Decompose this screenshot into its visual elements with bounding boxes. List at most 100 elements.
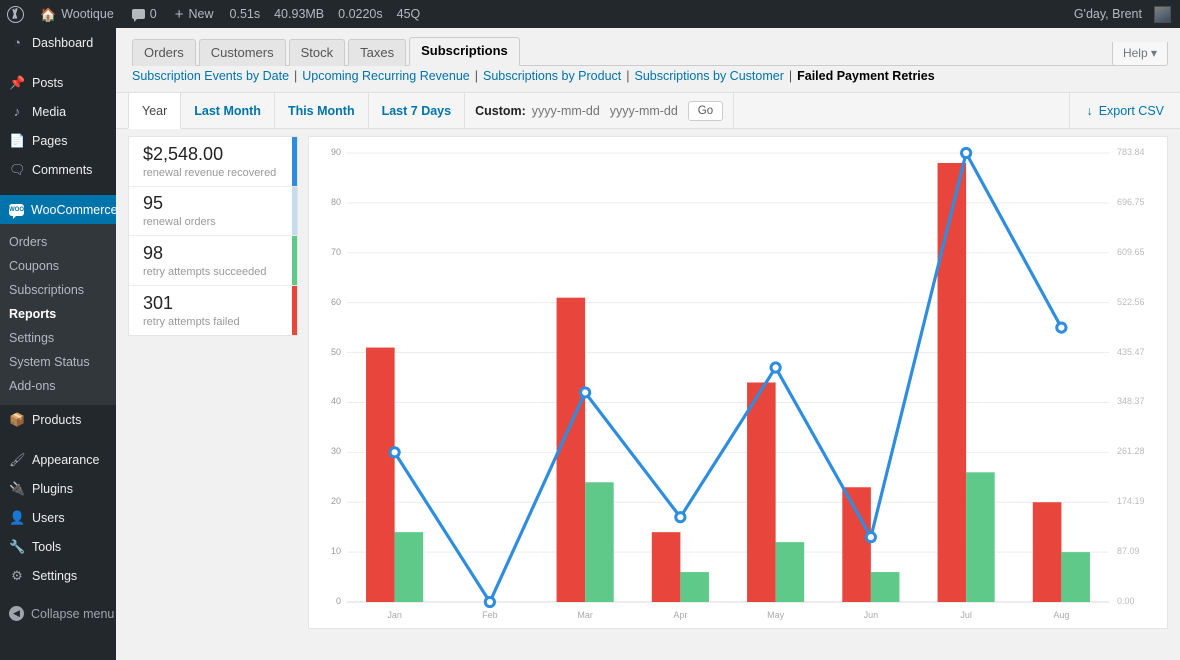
chart-line-point[interactable]	[674, 511, 687, 524]
submenu-item-subscriptions[interactable]: Subscriptions	[9, 283, 85, 297]
chart-line-point[interactable]	[388, 446, 401, 459]
export-csv-button[interactable]: ↓ Export CSV	[1069, 93, 1180, 128]
submenu-item-coupons[interactable]: Coupons	[9, 259, 60, 273]
sidebar-label-products: Products	[32, 412, 82, 427]
chart-bar[interactable]	[842, 487, 871, 602]
submenu-item-system-status[interactable]: System Status	[9, 355, 90, 369]
subnav-separator-4: |	[788, 69, 793, 83]
chart-bar[interactable]	[680, 572, 709, 602]
tab-customers[interactable]: Customers	[198, 39, 286, 66]
submenu-item-orders[interactable]: Orders	[9, 235, 48, 249]
tab-stock[interactable]: Stock	[288, 39, 346, 66]
stat-card-renewal-orders[interactable]: 95 renewal orders	[129, 186, 297, 236]
stat-card-retries-failed[interactable]: 301 retry attempts failed	[129, 285, 297, 335]
chart-line-point[interactable]	[1055, 321, 1068, 334]
report-body: $2,548.00 renewal revenue recovered 95 r…	[116, 129, 1180, 660]
comments-count: 0	[149, 7, 157, 21]
collapse-menu-button[interactable]: ◀ Collapse menu	[0, 599, 116, 628]
tab-taxes[interactable]: Taxes	[348, 39, 407, 66]
chart-bar[interactable]	[394, 532, 424, 602]
sidebar-label-dashboard: Dashboard	[32, 35, 94, 50]
y-axis-tick-label: 70	[330, 246, 341, 257]
chart-bar[interactable]	[966, 472, 995, 602]
chart-bar[interactable]	[747, 382, 776, 602]
chart-line-point[interactable]	[864, 531, 877, 544]
stat-card-retries-succeeded[interactable]: 98 retry attempts succeeded	[129, 236, 297, 286]
sidebar-item-appearance[interactable]: 🖌 Appearance	[0, 445, 116, 474]
chart-bar[interactable]	[651, 532, 681, 602]
sidebar-item-dashboard[interactable]: ◔ Dashboard	[0, 28, 116, 57]
sidebar-label-appearance: Appearance	[32, 452, 100, 467]
x-axis-tick-label: Apr	[673, 610, 688, 620]
sidebar-item-media[interactable]: ♪ Media	[0, 97, 116, 126]
filter-last-7-days[interactable]: Last 7 Days	[369, 93, 466, 128]
chart-bar[interactable]	[556, 297, 586, 602]
sidebar-item-comments[interactable]: 🗨 Comments	[0, 155, 116, 184]
filter-this-month[interactable]: This Month	[275, 93, 369, 128]
subnav-link-failed-payment-retries[interactable]: Failed Payment Retries	[797, 69, 935, 83]
help-button[interactable]: Help ▾	[1111, 42, 1168, 66]
chart-bar[interactable]	[775, 542, 805, 602]
sidebar-divider-2	[0, 184, 116, 195]
sidebar-label-posts: Posts	[32, 75, 64, 90]
go-button[interactable]: Go	[687, 100, 724, 121]
date-from-input[interactable]	[531, 103, 604, 118]
chart-bar[interactable]	[937, 162, 967, 602]
summary-stats-panel: $2,548.00 renewal revenue recovered 95 r…	[128, 136, 298, 336]
sidebar-item-plugins[interactable]: 🔌 Plugins	[0, 474, 116, 503]
comments-menu[interactable]: 0	[123, 0, 166, 28]
sidebar-item-posts[interactable]: 📌 Posts	[0, 68, 116, 97]
subnav-link-subscriptions-by-product[interactable]: Subscriptions by Product	[482, 69, 622, 83]
site-name-menu[interactable]: 🏠 Wootique	[31, 0, 123, 28]
chevron-down-icon: ▾	[1150, 46, 1157, 60]
x-axis-tick-label: Mar	[577, 610, 593, 620]
stat-card-revenue-recovered[interactable]: $2,548.00 renewal revenue recovered	[129, 137, 297, 187]
wordpress-logo-menu[interactable]	[0, 0, 31, 28]
x-axis-tick-label: Jan	[387, 610, 402, 620]
failed-payment-retries-chart[interactable]: 0 10 20 30 40 50 60 70 80 90 0.00 87.09 174.19 261.28…	[309, 137, 1169, 630]
help-label: Help	[1122, 46, 1148, 60]
chart-bar[interactable]	[585, 482, 614, 602]
stat-value-renewal-orders: 95	[143, 193, 164, 214]
sidebar-item-tools[interactable]: 🔧 Tools	[0, 532, 116, 561]
tab-orders[interactable]: Orders	[132, 39, 196, 66]
metric-load-time: 0.51s	[229, 7, 261, 21]
pin-icon: 📌	[9, 74, 26, 90]
sidebar-item-pages[interactable]: 📄 Pages	[0, 126, 116, 155]
account-menu[interactable]: G'day, Brent	[1065, 0, 1180, 28]
chart-line-point[interactable]	[769, 361, 782, 374]
export-csv-label: Export CSV	[1098, 103, 1164, 118]
stat-value-retries-succeeded: 98	[143, 242, 164, 263]
subnav-link-upcoming-recurring-revenue[interactable]: Upcoming Recurring Revenue	[302, 69, 470, 83]
y2-axis-tick-label: 0.00	[1117, 596, 1135, 606]
page-icon: 📄	[9, 132, 26, 148]
sidebar-item-settings[interactable]: ⚙ Settings	[0, 561, 116, 590]
tab-subscriptions[interactable]: Subscriptions	[409, 37, 520, 66]
stat-color-bar-retries-failed	[292, 285, 297, 335]
new-content-menu[interactable]: + New	[166, 0, 223, 28]
subnav-link-subscription-events-by-date[interactable]: Subscription Events by Date	[132, 69, 290, 83]
x-axis-tick-label: Feb	[482, 610, 498, 620]
date-to-input[interactable]	[609, 103, 682, 118]
sidebar-label-media: Media	[32, 104, 67, 119]
chart-bar[interactable]	[366, 347, 395, 602]
chart-line-point[interactable]	[483, 595, 496, 609]
stat-label-retries-failed: retry attempts failed	[143, 315, 240, 328]
submenu-item-add-ons[interactable]: Add-ons	[9, 379, 56, 393]
sidebar-item-products[interactable]: 📦 Products	[0, 405, 116, 434]
chart-line-point[interactable]	[960, 146, 973, 160]
y2-axis-tick-label: 261.28	[1117, 446, 1145, 457]
sidebar-item-woocommerce[interactable]: WOO WooCommerce	[0, 195, 124, 224]
y-axis-tick-label: 0	[335, 596, 341, 606]
chart-bar[interactable]	[1061, 552, 1090, 602]
sidebar-item-users[interactable]: 👤 Users	[0, 503, 116, 532]
chart-line-point[interactable]	[579, 386, 592, 399]
filter-last-month[interactable]: Last Month	[181, 93, 275, 128]
filter-year[interactable]: Year	[128, 93, 182, 129]
sidebar-label-settings: Settings	[32, 568, 78, 583]
chart-bar[interactable]	[1032, 502, 1062, 602]
chart-bar[interactable]	[870, 572, 900, 602]
subnav-link-subscriptions-by-customer[interactable]: Subscriptions by Customer	[634, 69, 784, 83]
submenu-item-settings[interactable]: Settings	[9, 331, 55, 345]
submenu-item-reports[interactable]: Reports	[9, 307, 57, 321]
